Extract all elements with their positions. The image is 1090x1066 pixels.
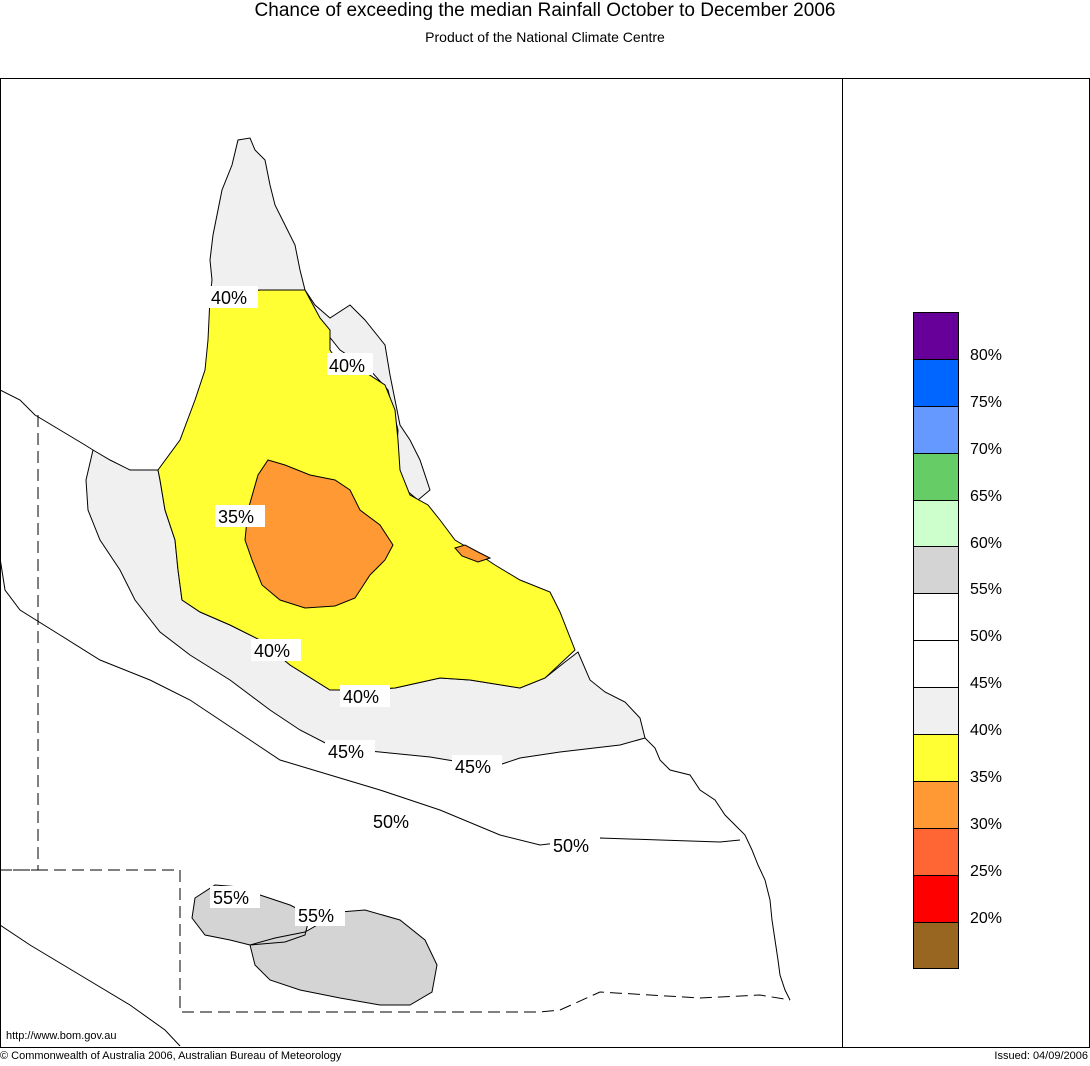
legend-label: 80% bbox=[970, 346, 1003, 364]
source-url: http://www.bom.gov.au bbox=[6, 1030, 117, 1042]
legend-swatch bbox=[913, 406, 959, 454]
legend-label: 65% bbox=[970, 487, 1003, 505]
legend-swatch bbox=[913, 922, 959, 970]
issued-date: Issued: 04/09/2006 bbox=[994, 1050, 1088, 1062]
contour-label-40b: 40% bbox=[329, 356, 365, 376]
contour-label-55b: 55% bbox=[298, 906, 334, 926]
coastline bbox=[0, 389, 791, 1001]
band-30-35-main bbox=[244, 459, 394, 609]
legend-label: 30% bbox=[970, 815, 1003, 833]
map-title: Chance of exceeding the median Rainfall … bbox=[254, 0, 836, 21]
legend-swatch bbox=[913, 500, 959, 548]
legend-swatch bbox=[913, 359, 959, 407]
legend-label: 40% bbox=[970, 722, 1003, 740]
legend-label: 25% bbox=[970, 862, 1003, 880]
legend-label: 55% bbox=[970, 581, 1003, 599]
legend-label: 20% bbox=[970, 909, 1003, 927]
legend-swatch bbox=[913, 781, 959, 829]
legend-label: 70% bbox=[970, 440, 1003, 458]
band-30-35-coast bbox=[454, 544, 492, 563]
color-legend bbox=[913, 312, 959, 970]
legend-swatch bbox=[913, 641, 959, 689]
legend-label: 45% bbox=[970, 675, 1003, 693]
legend-swatch bbox=[913, 875, 959, 923]
contour-label-group: 40% 40% 35% 40% 40% 45% 45% 50% 50% 55% … bbox=[208, 286, 600, 926]
contour-label-35: 35% bbox=[218, 507, 254, 527]
legend-label: 35% bbox=[970, 769, 1003, 786]
legend-label: 75% bbox=[970, 393, 1003, 411]
legend-swatch bbox=[913, 312, 959, 360]
copyright-text: © Commonwealth of Australia 2006, Austra… bbox=[0, 1050, 342, 1062]
band-40-45-cape bbox=[209, 137, 306, 299]
legend-swatch bbox=[913, 735, 959, 782]
contour-label-45a: 45% bbox=[328, 742, 364, 762]
legend-label: 60% bbox=[970, 534, 1003, 552]
legend-divider bbox=[842, 78, 843, 1048]
legend-swatch bbox=[913, 828, 959, 876]
contour-label-50a: 50% bbox=[373, 812, 409, 832]
contour-label-40a: 40% bbox=[211, 288, 247, 308]
legend-swatch bbox=[913, 688, 959, 736]
legend-swatch bbox=[913, 453, 959, 501]
legend-label: 50% bbox=[970, 628, 1003, 646]
map-subtitle: Product of the National Climate Centre bbox=[425, 29, 665, 45]
contour-label-40d: 40% bbox=[343, 687, 379, 707]
contour-label-55a: 55% bbox=[213, 888, 249, 908]
contour-label-50b: 50% bbox=[553, 836, 589, 856]
contour-label-40c: 40% bbox=[254, 641, 290, 661]
state-border bbox=[0, 415, 791, 1013]
contour-label-45b: 45% bbox=[455, 757, 491, 777]
contour-50 bbox=[0, 924, 181, 1047]
legend-swatch bbox=[913, 547, 959, 595]
legend-swatch bbox=[913, 594, 959, 642]
